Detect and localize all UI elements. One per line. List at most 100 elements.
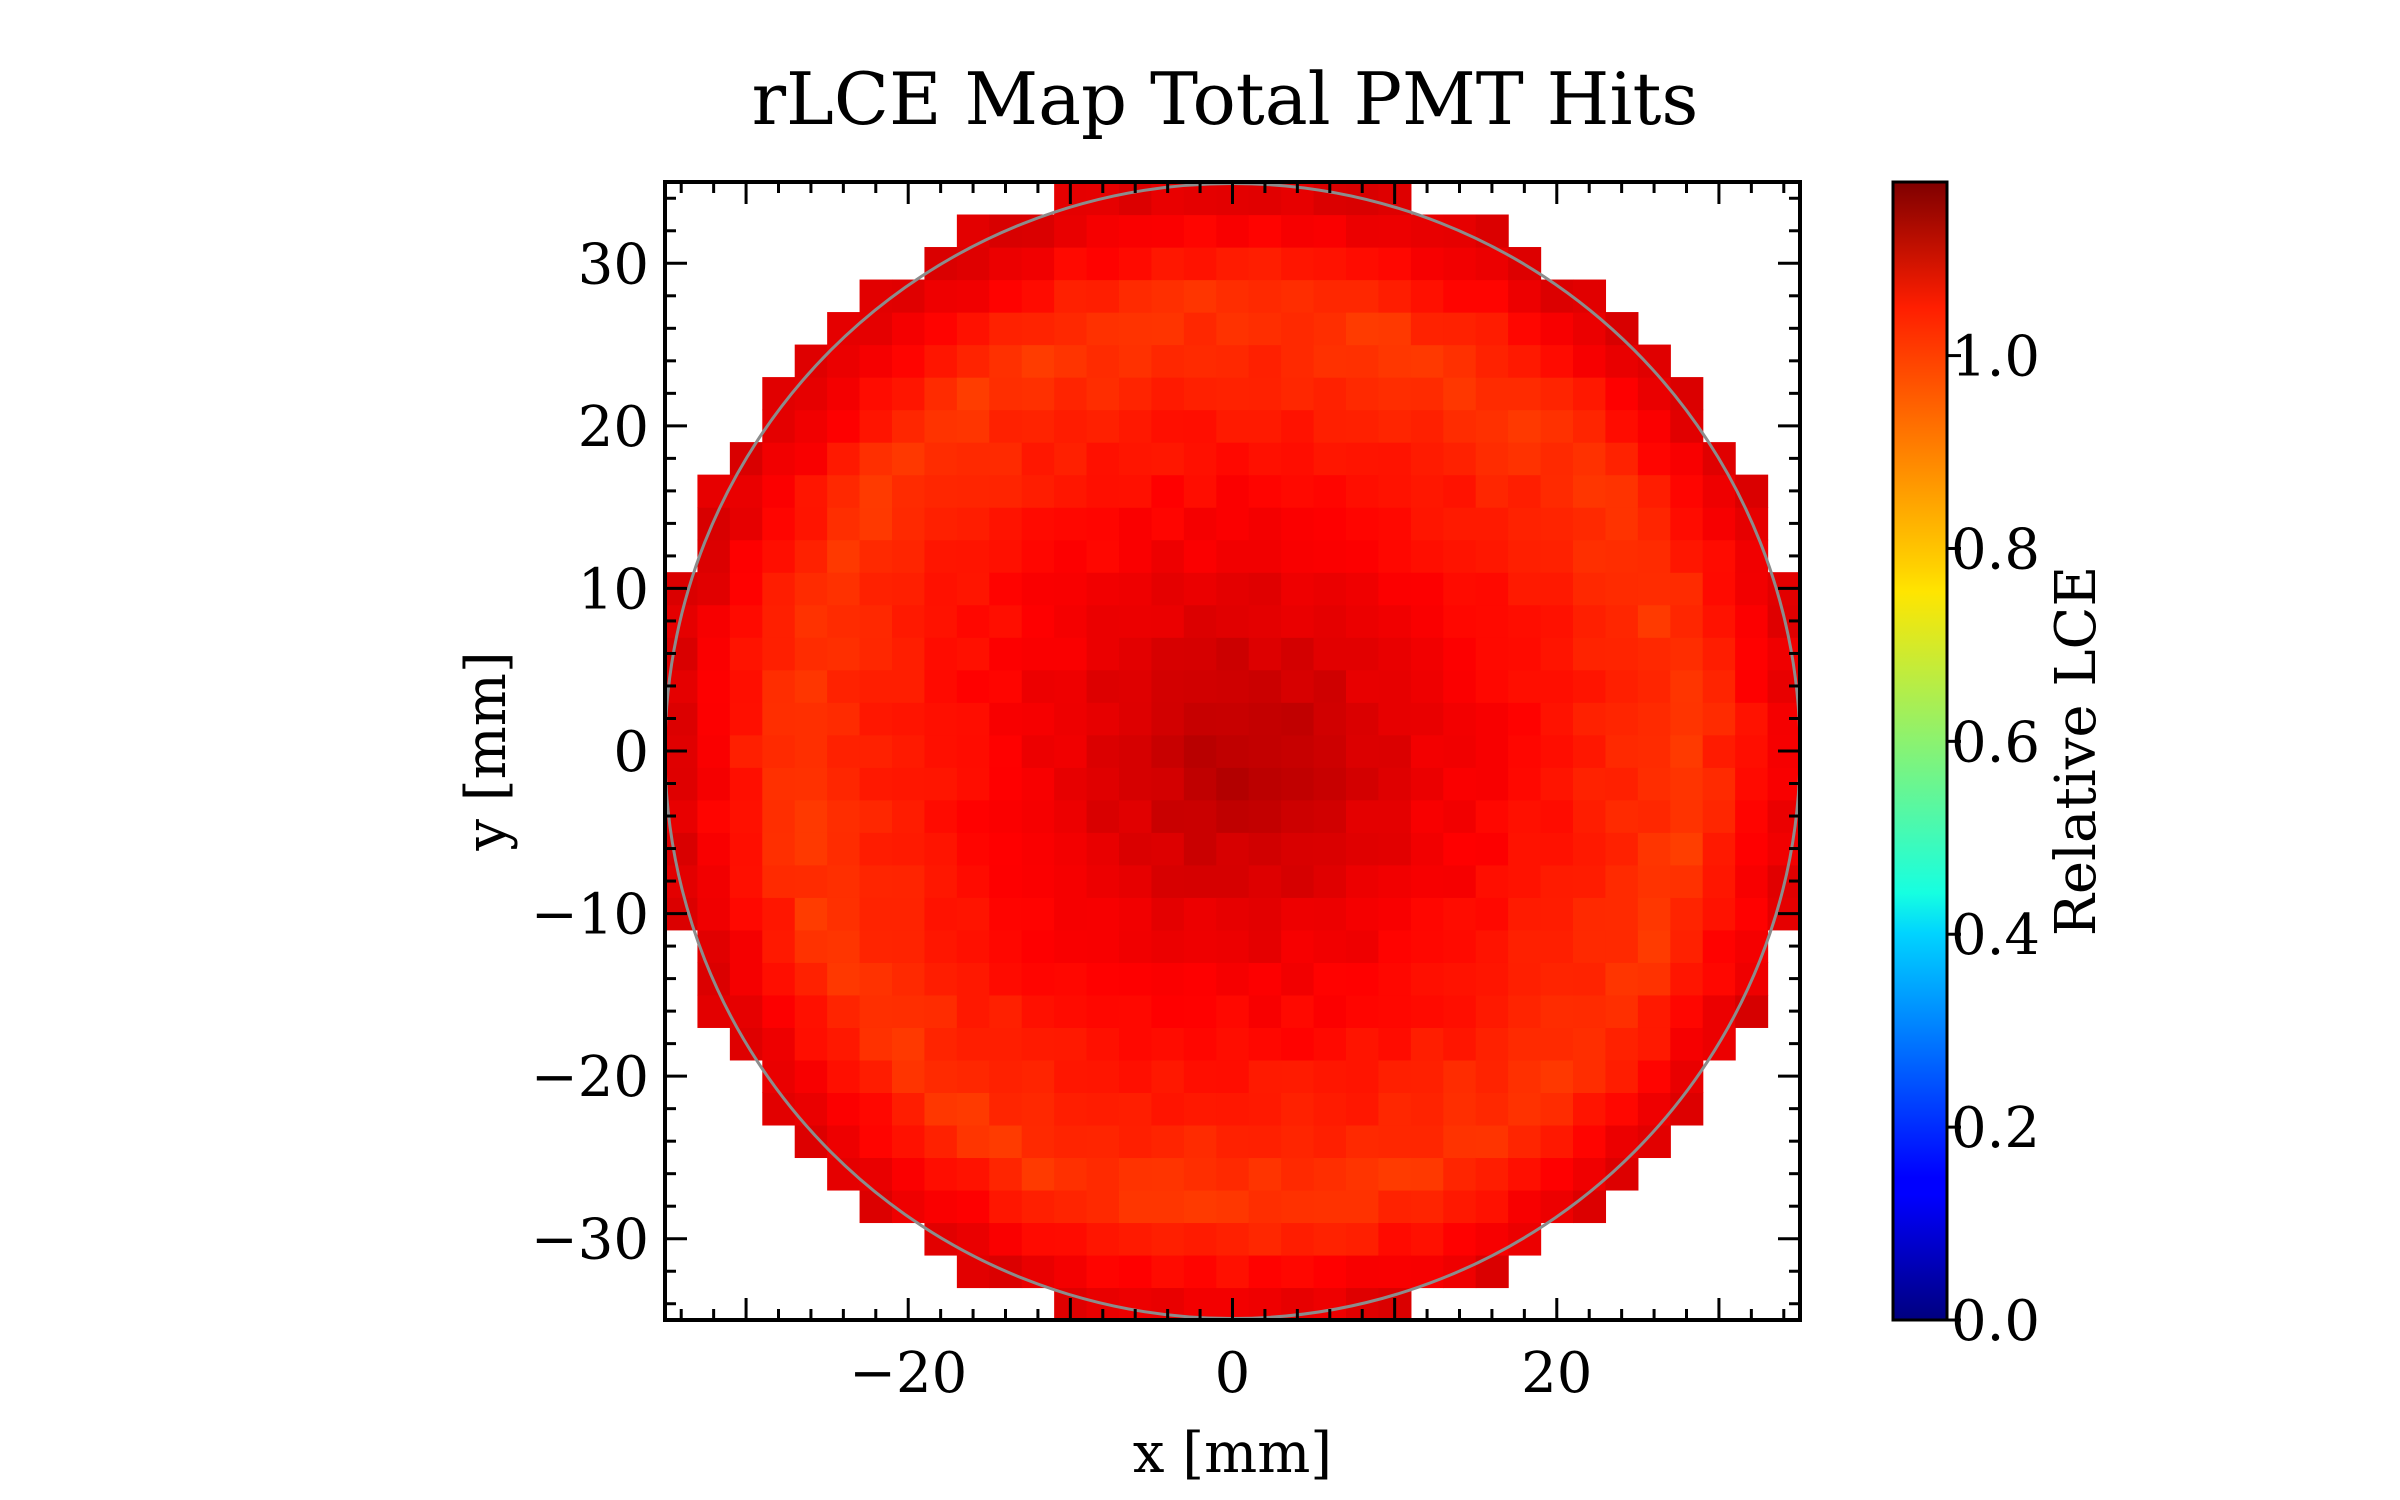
- heatmap-cell: [1021, 604, 1055, 638]
- heatmap-cell: [1508, 279, 1542, 313]
- heatmap-cell: [1119, 409, 1153, 443]
- heatmap-cell: [956, 604, 990, 638]
- heatmap-cell: [794, 994, 828, 1028]
- heatmap-cell: [924, 702, 958, 736]
- heatmap-cell: [1183, 1027, 1217, 1061]
- heatmap-cell: [1605, 962, 1639, 996]
- heatmap-cell: [1702, 767, 1736, 801]
- y-tick-label: −20: [531, 1045, 649, 1110]
- heatmap-cell: [827, 604, 861, 638]
- heatmap-cell: [1119, 1254, 1153, 1289]
- heatmap-cell: [892, 799, 926, 833]
- heatmap-cell: [1216, 604, 1250, 638]
- heatmap-cell: [1119, 1027, 1153, 1061]
- heatmap-cell: [794, 539, 828, 573]
- heatmap-cell: [1508, 637, 1542, 671]
- heatmap-cell: [1021, 572, 1055, 606]
- heatmap-cell: [1281, 409, 1315, 443]
- heatmap-cell: [1573, 1027, 1607, 1061]
- heatmap-cell: [1248, 994, 1282, 1028]
- heatmap-cell: [1216, 1254, 1250, 1289]
- heatmap-cell: [1086, 1059, 1120, 1093]
- heatmap-cell: [1086, 799, 1120, 833]
- heatmap-cell: [1151, 344, 1185, 378]
- heatmap-cell: [1281, 1254, 1315, 1289]
- x-tick-label: 20: [1521, 1341, 1592, 1406]
- heatmap-cell: [924, 539, 958, 573]
- heatmap-cell: [989, 734, 1023, 768]
- heatmap-cell: [1086, 897, 1120, 931]
- heatmap-cell: [1443, 409, 1477, 443]
- heatmap-cell: [1637, 474, 1671, 508]
- heatmap-cell: [1378, 214, 1412, 248]
- heatmap-cell: [1443, 799, 1477, 833]
- heatmap-cell: [1216, 962, 1250, 996]
- heatmap-cell: [1183, 702, 1217, 736]
- heatmap-cell: [859, 572, 893, 606]
- heatmap-cell: [956, 507, 990, 541]
- heatmap-cell: [1637, 832, 1671, 866]
- heatmap-cell: [1216, 377, 1250, 411]
- heatmap-cell: [794, 409, 828, 443]
- heatmap-cell: [1540, 767, 1574, 801]
- heatmap-cell: [1670, 864, 1704, 898]
- heatmap-cell: [1021, 1254, 1055, 1289]
- heatmap-cell: [827, 767, 861, 801]
- heatmap-cell: [794, 1027, 828, 1061]
- heatmap-cell: [1540, 539, 1574, 573]
- heatmap-cell: [1086, 409, 1120, 443]
- heatmap-cell: [1183, 1092, 1217, 1126]
- heatmap-cell: [1346, 442, 1380, 476]
- heatmap-cell: [892, 1092, 926, 1126]
- heatmap-cell: [956, 1157, 990, 1191]
- heatmap-cell: [1021, 1124, 1055, 1159]
- heatmap-cell: [762, 637, 796, 671]
- heatmap-cell: [956, 897, 990, 931]
- heatmap-cell: [1281, 1092, 1315, 1126]
- heatmap-cell: [1540, 442, 1574, 476]
- heatmap-cell: [1378, 279, 1412, 313]
- heatmap-cell: [1216, 1027, 1250, 1061]
- heatmap-cell: [1443, 1124, 1477, 1159]
- heatmap-cell: [1021, 767, 1055, 801]
- heatmap-cell: [1248, 1092, 1282, 1126]
- heatmap-cell: [1410, 442, 1444, 476]
- heatmap-cell: [1183, 442, 1217, 476]
- heatmap-cell: [794, 799, 828, 833]
- heatmap-cell: [924, 1027, 958, 1061]
- heatmap-cell: [1346, 897, 1380, 931]
- heatmap-cell: [697, 799, 731, 833]
- heatmap-cell: [1021, 702, 1055, 736]
- heatmap-cell: [1573, 1059, 1607, 1093]
- heatmap-cell: [794, 929, 828, 963]
- heatmap-cell: [1475, 767, 1509, 801]
- heatmap-cell: [892, 994, 926, 1028]
- heatmap-cell: [1248, 637, 1282, 671]
- heatmap-cell: [1216, 279, 1250, 313]
- heatmap-cell: [989, 572, 1023, 606]
- heatmap-cell: [1443, 994, 1477, 1028]
- heatmap-cell: [1475, 669, 1509, 703]
- heatmap-cell: [729, 507, 763, 541]
- heatmap-cell: [1573, 734, 1607, 768]
- heatmap-cell: [989, 702, 1023, 736]
- heatmap-cell: [1410, 929, 1444, 963]
- heatmap-cell: [1346, 344, 1380, 378]
- heatmap-cell: [1183, 962, 1217, 996]
- heatmap-cell: [1670, 832, 1704, 866]
- heatmap-cell: [956, 799, 990, 833]
- heatmap-cell: [1151, 702, 1185, 736]
- heatmap-cell: [1346, 474, 1380, 508]
- heatmap-cell: [892, 442, 926, 476]
- heatmap-cell: [1183, 1222, 1217, 1256]
- heatmap-cell: [1313, 1189, 1347, 1224]
- heatmap-cell: [859, 1059, 893, 1093]
- heatmap-cell: [827, 962, 861, 996]
- heatmap-cell: [1573, 637, 1607, 671]
- heatmap-cell: [1410, 377, 1444, 411]
- heatmap-cell: [1378, 572, 1412, 606]
- heatmap-cell: [697, 637, 731, 671]
- heatmap-cell: [1540, 637, 1574, 671]
- colorbar-ticks: 0.0 0.2 0.4 0.6 0.8 1.0: [1947, 325, 2040, 1354]
- heatmap-cell: [1183, 214, 1217, 248]
